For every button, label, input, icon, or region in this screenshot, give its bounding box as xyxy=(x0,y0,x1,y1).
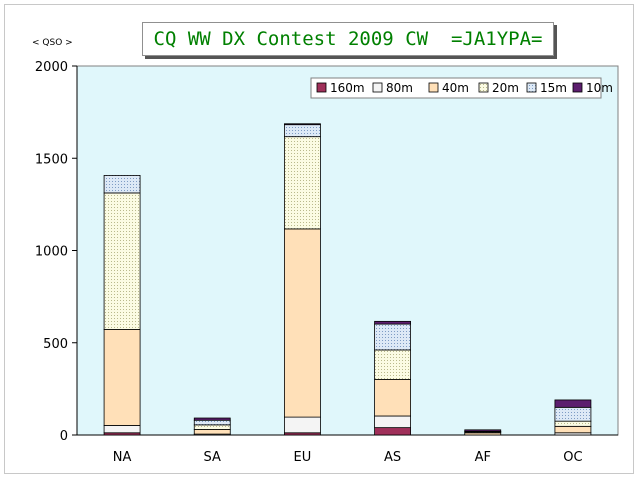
bar-segment-na-80m xyxy=(103,425,141,434)
legend-swatch-160m xyxy=(316,82,327,93)
bar-segment-sa-20m xyxy=(193,424,231,430)
bar-segment-as-160m xyxy=(374,427,411,436)
x-tick-label: NA xyxy=(113,450,132,465)
legend-swatch-40m xyxy=(428,82,439,93)
bar-segment-oc-20m xyxy=(554,420,592,427)
bar-segment-na-20m xyxy=(103,192,141,330)
plot-area xyxy=(76,65,619,436)
y-tick-label: 2000 xyxy=(35,60,68,75)
x-tick-label: OC xyxy=(563,450,582,465)
bar-segment-eu-15m xyxy=(284,124,321,138)
bar-segment-as-20m xyxy=(374,349,411,380)
bar-segment-eu-20m xyxy=(284,136,321,230)
legend-swatch-20m xyxy=(478,82,489,93)
legend-swatch-15m xyxy=(526,82,537,93)
bar-segment-as-40m xyxy=(374,379,411,417)
bar-segment-na-15m xyxy=(103,175,141,194)
legend-label-160m: 160m xyxy=(330,81,365,95)
bar-segment-oc-15m xyxy=(554,406,592,422)
legend-label-80m: 80m xyxy=(386,81,413,95)
bar-segment-oc-40m xyxy=(554,425,592,434)
x-tick-label: AS xyxy=(384,450,401,465)
legend-swatch-80m xyxy=(372,82,383,93)
x-tick-label: EU xyxy=(294,450,312,465)
bar-segment-as-15m xyxy=(374,323,411,351)
x-tick-label: SA xyxy=(204,450,221,465)
legend-label-15m: 15m xyxy=(540,81,567,95)
y-axis-unit-label: < QSO > xyxy=(32,38,73,48)
bar-segment-oc-10m xyxy=(554,399,592,408)
chart-title: CQ WW DX Contest 2009 CW =JA1YPA= xyxy=(142,22,554,56)
y-tick-label: 1000 xyxy=(35,245,68,260)
y-tick-label: 500 xyxy=(43,337,68,352)
legend-swatch-10m xyxy=(572,82,583,93)
bar-segment-sa-10m xyxy=(193,417,231,421)
bar-segment-as-80m xyxy=(374,415,411,429)
legend-label-20m: 20m xyxy=(492,81,519,95)
y-tick-label: 0 xyxy=(60,429,68,444)
legend-label-10m: 10m xyxy=(586,81,613,95)
bar-segment-sa-15m xyxy=(193,419,231,426)
bar-segment-eu-10m xyxy=(284,123,321,126)
bar-segment-eu-80m xyxy=(284,416,321,434)
bar-segment-as-10m xyxy=(374,320,411,325)
y-tick-label: 1500 xyxy=(35,152,68,167)
legend-label-40m: 40m xyxy=(442,81,469,95)
bar-segment-sa-40m xyxy=(193,429,231,435)
x-tick-label: AF xyxy=(475,450,491,465)
bar-segment-af-10m xyxy=(464,429,502,432)
bar-segment-eu-40m xyxy=(284,228,321,418)
bar-segment-na-40m xyxy=(103,329,141,426)
